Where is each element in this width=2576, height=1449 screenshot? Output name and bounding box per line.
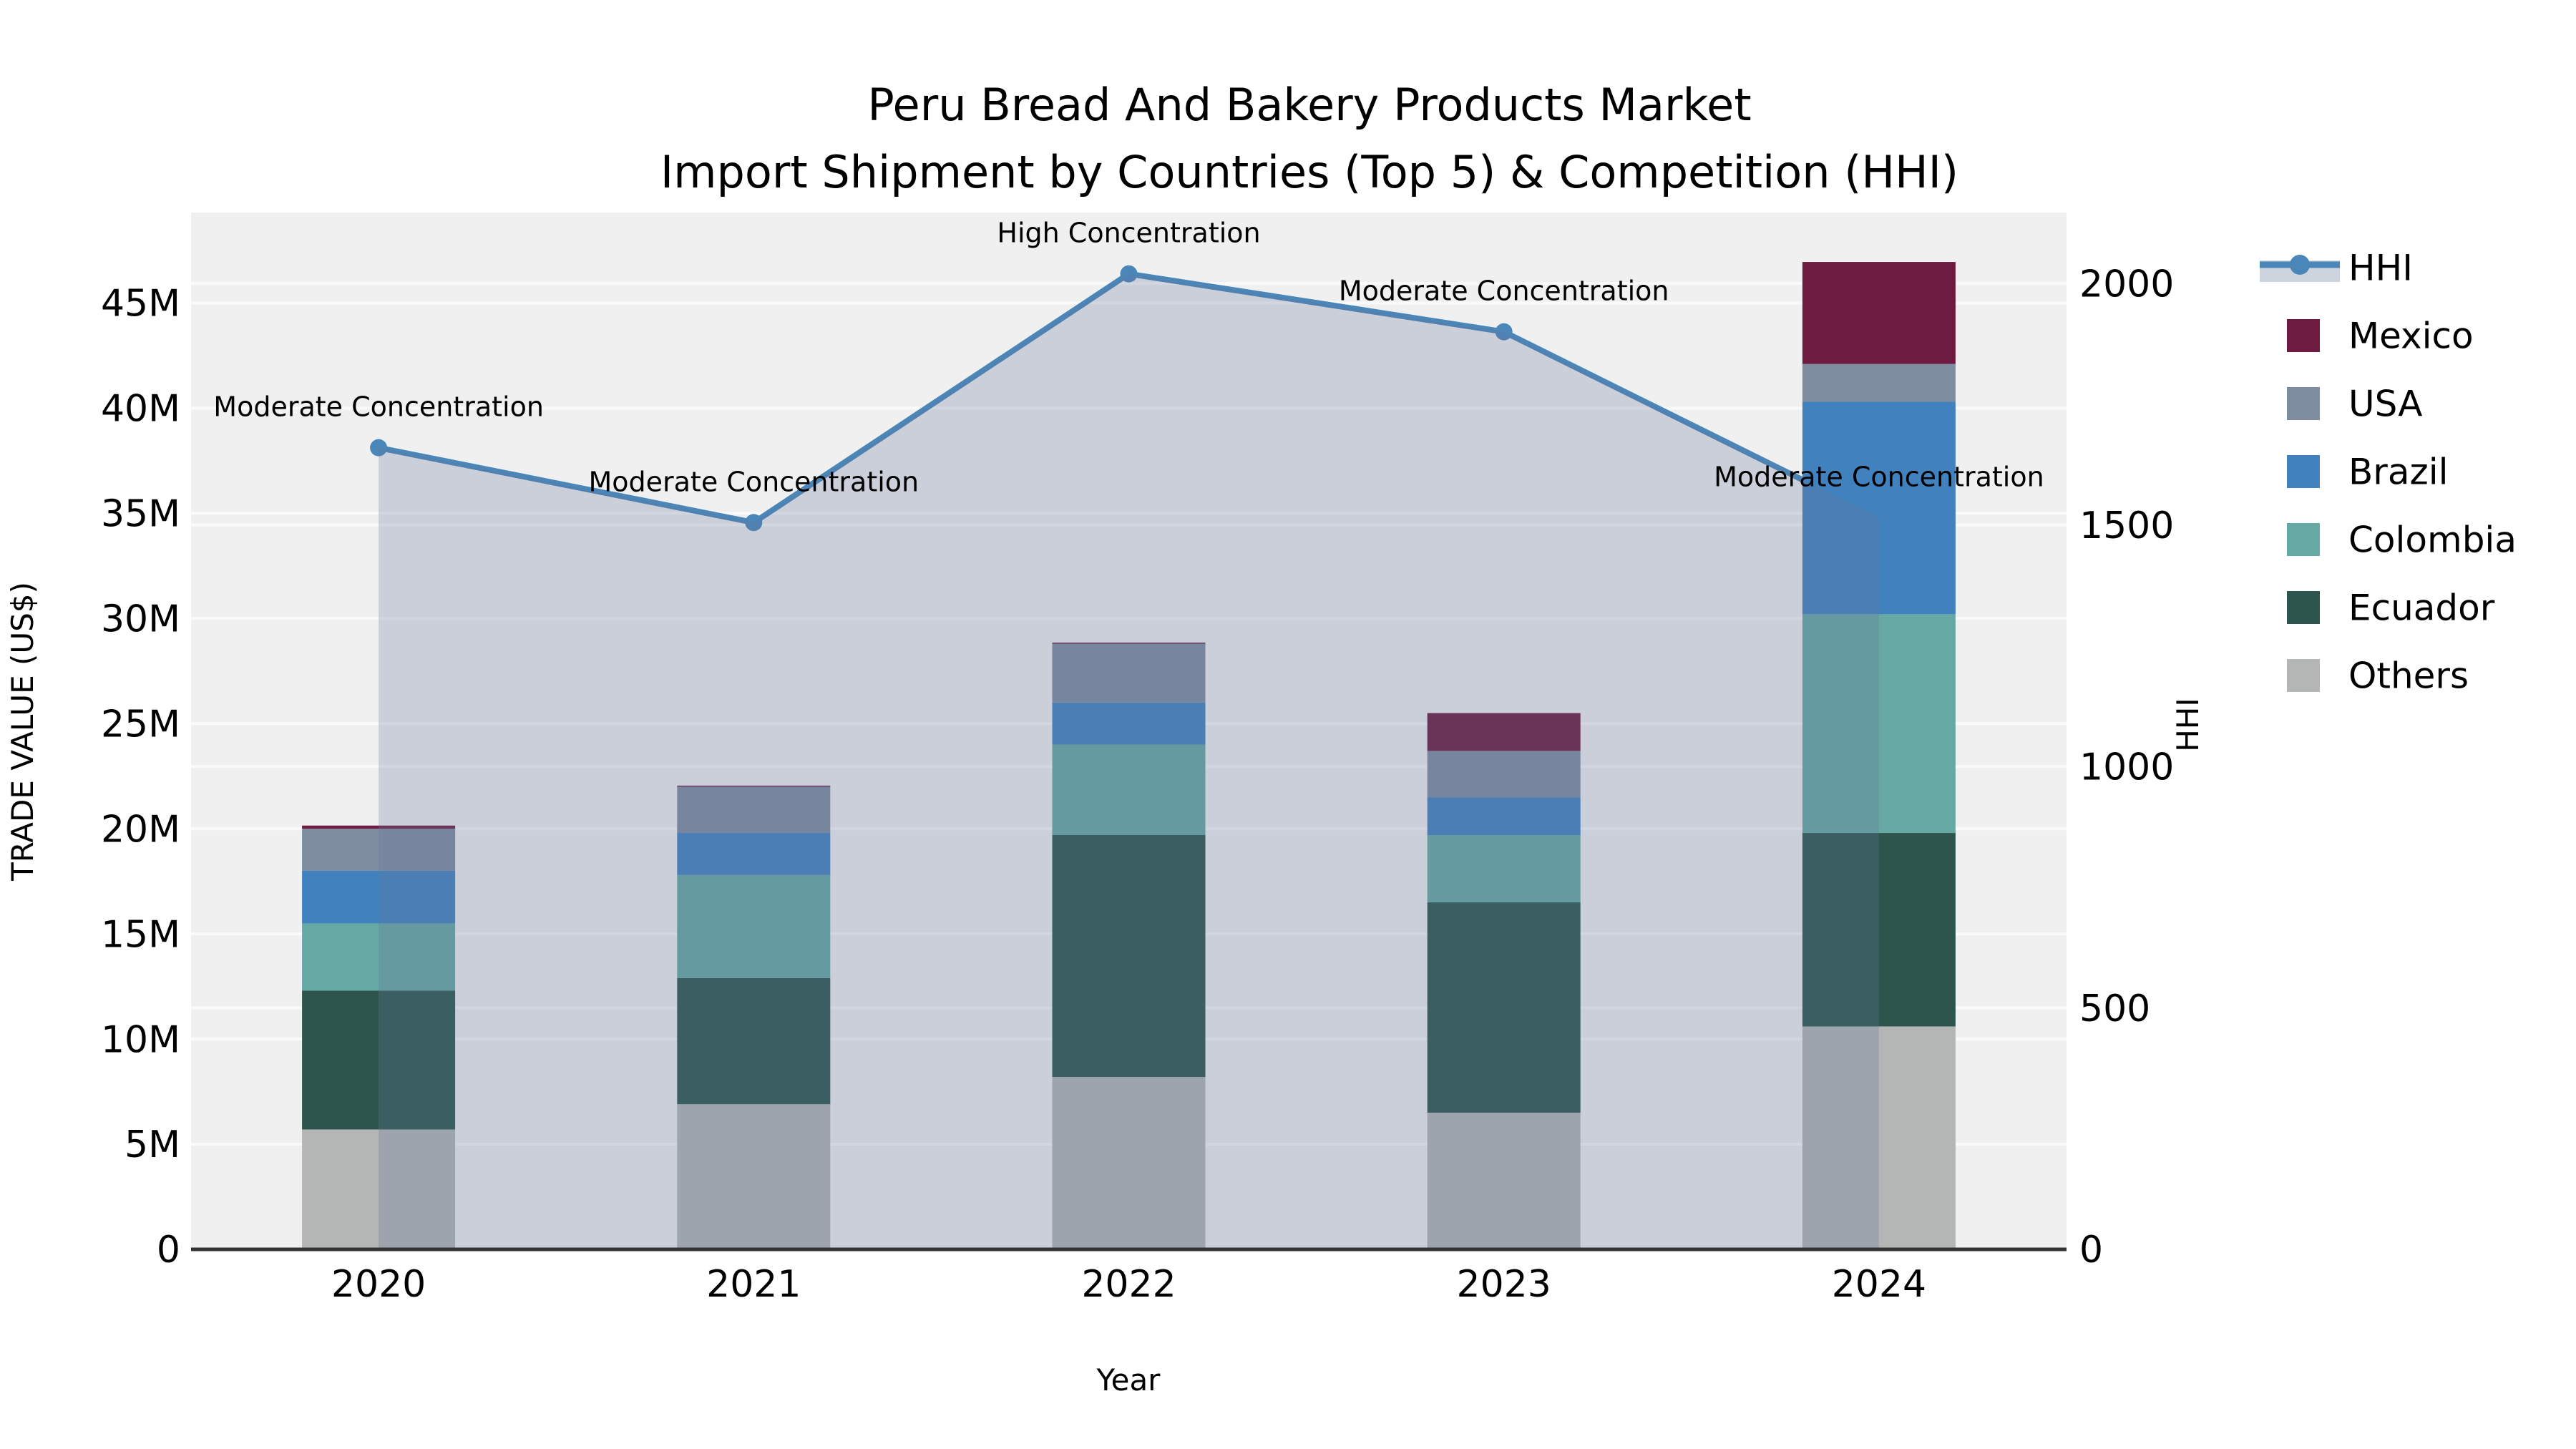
bar-segment-ecuador-2024 xyxy=(1802,833,1956,1027)
bar-segment-ecuador-2023 xyxy=(1427,902,1581,1113)
x-tick-label-2021: 2021 xyxy=(706,1263,801,1306)
legend-item-usa: USA xyxy=(2287,384,2422,425)
bar-segment-colombia-2024 xyxy=(1802,614,1956,834)
hhi-area-layer xyxy=(379,273,1879,1250)
legend-item-others: Others xyxy=(2287,655,2469,697)
bar-segment-others-2022 xyxy=(1052,1076,1206,1249)
bar-segment-brazil-2021 xyxy=(677,833,831,875)
hhi-annotation-2021: Moderate Concentration xyxy=(588,466,919,497)
y-left-tick-label-20M: 20M xyxy=(101,808,180,851)
y-right-tick-label-0: 0 xyxy=(2079,1229,2103,1272)
bar-segment-brazil-2022 xyxy=(1052,702,1206,745)
legend-label-usa: USA xyxy=(2348,384,2422,425)
bar-segment-mexico-2024 xyxy=(1802,262,1956,364)
legend-swatch-ecuador xyxy=(2287,591,2320,624)
hhi-marker-2023 xyxy=(1495,323,1513,341)
y-right-tick-label-2000: 2000 xyxy=(2079,263,2174,306)
bar-segment-colombia-2022 xyxy=(1052,744,1206,835)
hhi-annotation-2022: High Concentration xyxy=(997,218,1260,249)
y-right-tick-label-500: 500 xyxy=(2079,987,2150,1030)
hhi-marker-2020 xyxy=(370,439,388,457)
x-tick-label-2023: 2023 xyxy=(1457,1263,1551,1306)
legend: HHI Mexico USA Brazil Colombia Ecuador Others xyxy=(2260,248,2517,697)
bar-segment-brazil-2024 xyxy=(1802,401,1956,615)
y-left-tick-label-40M: 40M xyxy=(101,388,180,431)
bar-segment-usa-2023 xyxy=(1427,751,1581,798)
bar-segment-brazil-2023 xyxy=(1427,797,1581,835)
legend-hhi-marker xyxy=(2290,255,2310,275)
legend-swatch-colombia xyxy=(2287,523,2320,556)
legend-label-others: Others xyxy=(2348,655,2469,697)
legend-swatch-mexico xyxy=(2287,319,2320,352)
bar-segment-ecuador-2022 xyxy=(1052,834,1206,1077)
y-left-tick-label-15M: 15M xyxy=(101,913,180,956)
legend-item-brazil: Brazil xyxy=(2287,452,2449,493)
legend-swatch-usa xyxy=(2287,387,2320,420)
hhi-annotation-2020: Moderate Concentration xyxy=(213,391,544,423)
chart-title-line2: Import Shipment by Countries (Top 5) & C… xyxy=(660,146,1958,198)
bar-segment-mexico-2023 xyxy=(1427,713,1581,751)
bar-segment-usa-2022 xyxy=(1052,643,1206,703)
x-tick-label-2024: 2024 xyxy=(1832,1263,1926,1306)
bar-segment-colombia-2021 xyxy=(677,874,831,978)
hhi-area-fill xyxy=(379,273,1879,1250)
legend-label-brazil: Brazil xyxy=(2348,452,2449,493)
legend-item-ecuador: Ecuador xyxy=(2287,587,2495,629)
hhi-marker-2022 xyxy=(1120,265,1138,283)
y-left-tick-label-35M: 35M xyxy=(101,492,180,535)
bar-segment-ecuador-2021 xyxy=(677,977,831,1105)
legend-label-mexico: Mexico xyxy=(2348,316,2474,357)
bar-segment-colombia-2020 xyxy=(302,923,456,991)
legend-item-mexico: Mexico xyxy=(2287,316,2474,357)
y-right-tick-label-1000: 1000 xyxy=(2079,746,2174,789)
annotations-layer: Moderate Concentration Moderate Concentra… xyxy=(213,218,2044,498)
bar-segment-colombia-2023 xyxy=(1427,834,1581,903)
x-tick-label-2022: 2022 xyxy=(1081,1263,1176,1306)
bar-segment-ecuador-2020 xyxy=(302,990,456,1130)
y-axis-left-title: TRADE VALUE (US$) xyxy=(5,582,40,882)
chart-title-line1: Peru Bread And Bakery Products Market xyxy=(867,79,1751,131)
legend-label-ecuador: Ecuador xyxy=(2348,587,2495,629)
legend-label-colombia: Colombia xyxy=(2348,519,2517,561)
bar-segment-others-2024 xyxy=(1802,1026,1956,1249)
legend-swatch-brazil xyxy=(2287,455,2320,488)
bar-segment-usa-2024 xyxy=(1802,364,1956,402)
bar-segment-usa-2021 xyxy=(677,786,831,834)
bar-segment-brazil-2020 xyxy=(302,870,456,924)
bar-segment-others-2020 xyxy=(302,1129,456,1249)
y-left-tick-label-25M: 25M xyxy=(101,703,180,746)
legend-label-hhi: HHI xyxy=(2348,248,2413,289)
bar-segment-mexico-2020 xyxy=(302,825,456,829)
hhi-annotation-2024: Moderate Concentration xyxy=(1714,462,2044,493)
hhi-marker-2021 xyxy=(745,514,763,532)
bar-segment-others-2023 xyxy=(1427,1112,1581,1249)
legend-item-colombia: Colombia xyxy=(2287,519,2517,561)
y-left-tick-label-0: 0 xyxy=(157,1229,180,1272)
y-left-tick-label-5M: 5M xyxy=(125,1123,180,1166)
hhi-annotation-2023: Moderate Concentration xyxy=(1339,275,1669,307)
legend-item-hhi: HHI xyxy=(2260,248,2413,289)
y-left-tick-label-10M: 10M xyxy=(101,1018,180,1061)
bar-segment-usa-2020 xyxy=(302,829,456,871)
y-right-tick-label-1500: 1500 xyxy=(2079,504,2174,547)
y-left-tick-label-30M: 30M xyxy=(101,597,180,640)
bar-segment-others-2021 xyxy=(677,1104,831,1249)
legend-swatch-others xyxy=(2287,659,2320,692)
y-left-tick-label-45M: 45M xyxy=(101,283,180,326)
axis-layer: 0 5M 10M 15M 20M 25M 30M 35M 40M 45M 0 500 1000 1500 2… xyxy=(101,263,2174,1306)
bars-layer xyxy=(302,262,1956,1249)
x-tick-label-2020: 2020 xyxy=(331,1263,426,1306)
x-axis-title: Year xyxy=(1096,1362,1161,1397)
y-axis-right-title: HHI xyxy=(2170,698,2205,752)
